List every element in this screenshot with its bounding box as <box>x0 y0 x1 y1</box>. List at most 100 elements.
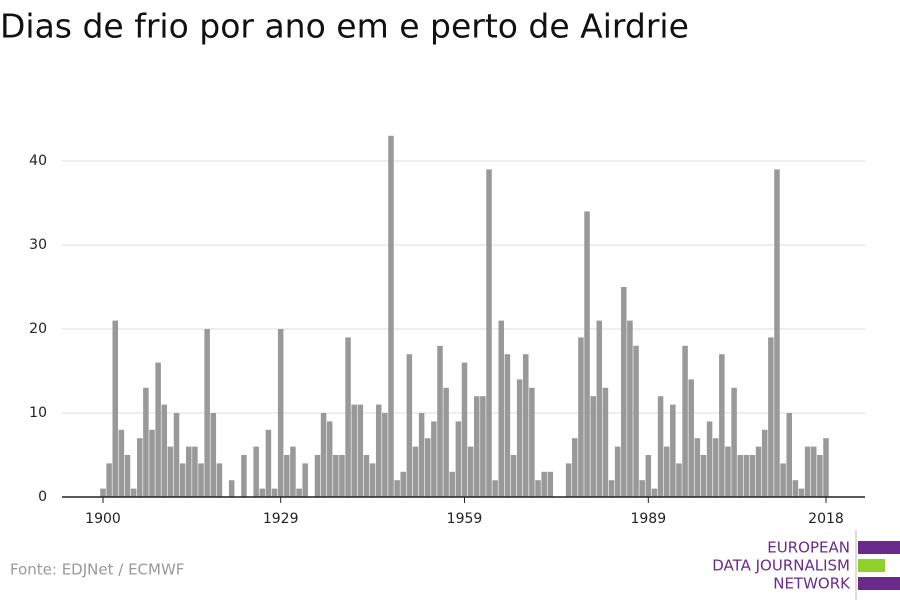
logo-bar <box>858 577 900 590</box>
y-tick-label: 20 <box>29 321 47 337</box>
bar <box>486 169 492 497</box>
x-tick-label: 1989 <box>630 511 666 527</box>
bar <box>198 463 204 497</box>
bar <box>614 446 621 497</box>
bar <box>277 329 284 497</box>
bar <box>792 480 799 497</box>
bar <box>302 463 308 497</box>
bar <box>590 396 596 497</box>
bar <box>608 480 615 497</box>
bar <box>326 421 333 497</box>
bar <box>633 345 639 497</box>
bar <box>516 379 523 497</box>
bar <box>388 135 394 498</box>
bar <box>265 429 272 497</box>
bar <box>351 404 357 497</box>
bar <box>492 480 498 497</box>
bar <box>424 438 431 497</box>
bar <box>467 446 474 497</box>
bar <box>167 446 174 497</box>
bar <box>443 387 449 497</box>
bar <box>204 329 210 497</box>
bar <box>149 429 155 497</box>
bar <box>210 413 217 497</box>
bar <box>375 404 382 497</box>
bar <box>143 387 149 497</box>
bar <box>823 438 829 497</box>
bar <box>241 455 247 497</box>
bar <box>670 404 676 497</box>
bar <box>565 463 572 497</box>
bar <box>314 455 321 497</box>
x-tick-label: 1959 <box>447 511 483 527</box>
bar <box>547 471 554 497</box>
bar <box>639 480 645 497</box>
bar <box>780 463 786 497</box>
bar <box>449 471 456 497</box>
bar <box>651 488 658 497</box>
bar <box>725 446 731 497</box>
bar <box>700 455 707 497</box>
bar <box>357 404 364 497</box>
y-tick-label: 10 <box>29 405 47 421</box>
bar <box>737 455 743 497</box>
bar <box>578 337 584 497</box>
bar <box>480 396 486 497</box>
y-tick-label: 40 <box>29 153 47 169</box>
bar <box>339 455 345 497</box>
bar <box>418 413 425 497</box>
bar <box>584 211 590 497</box>
bar <box>755 446 762 497</box>
bar <box>541 471 547 497</box>
bar <box>100 488 106 497</box>
bar <box>320 413 327 497</box>
bar <box>296 488 302 497</box>
bar <box>406 354 413 497</box>
bar <box>412 446 419 497</box>
bar <box>774 169 780 497</box>
bar <box>768 337 774 497</box>
bar <box>786 413 792 497</box>
bar <box>161 404 168 497</box>
bar <box>572 438 578 497</box>
logo-bar <box>858 541 900 554</box>
bar <box>216 463 223 497</box>
bar <box>259 488 266 497</box>
bar <box>731 387 737 497</box>
bar <box>498 320 505 497</box>
bar <box>400 471 406 497</box>
x-tick-label: 2018 <box>808 511 844 527</box>
bar <box>431 421 437 497</box>
bar <box>137 438 143 497</box>
bar <box>461 362 468 497</box>
bar <box>228 480 235 497</box>
bar <box>645 455 652 497</box>
bar <box>706 421 713 497</box>
bar <box>271 488 278 497</box>
bar <box>682 345 688 497</box>
bar <box>596 320 603 497</box>
bar <box>112 320 119 497</box>
logo-text: EUROPEAN <box>767 539 850 557</box>
x-tick-label: 1900 <box>85 511 121 527</box>
bar <box>363 455 370 497</box>
bar <box>504 354 511 497</box>
bar <box>676 463 682 497</box>
bar <box>657 396 664 497</box>
bar <box>155 362 161 497</box>
bar <box>437 345 443 497</box>
bar <box>124 455 131 497</box>
bar <box>810 446 817 497</box>
bar <box>719 354 725 497</box>
bar <box>369 463 376 497</box>
logo-bar <box>858 559 885 572</box>
bar <box>694 438 701 497</box>
y-tick-label: 30 <box>29 237 47 253</box>
bar <box>743 455 750 497</box>
bar <box>804 446 811 497</box>
chart-title: Dias de frio por ano em e perto de Airdr… <box>0 7 689 46</box>
bar <box>510 455 517 497</box>
bar <box>688 379 694 497</box>
bar <box>192 446 198 497</box>
bar <box>179 463 186 497</box>
